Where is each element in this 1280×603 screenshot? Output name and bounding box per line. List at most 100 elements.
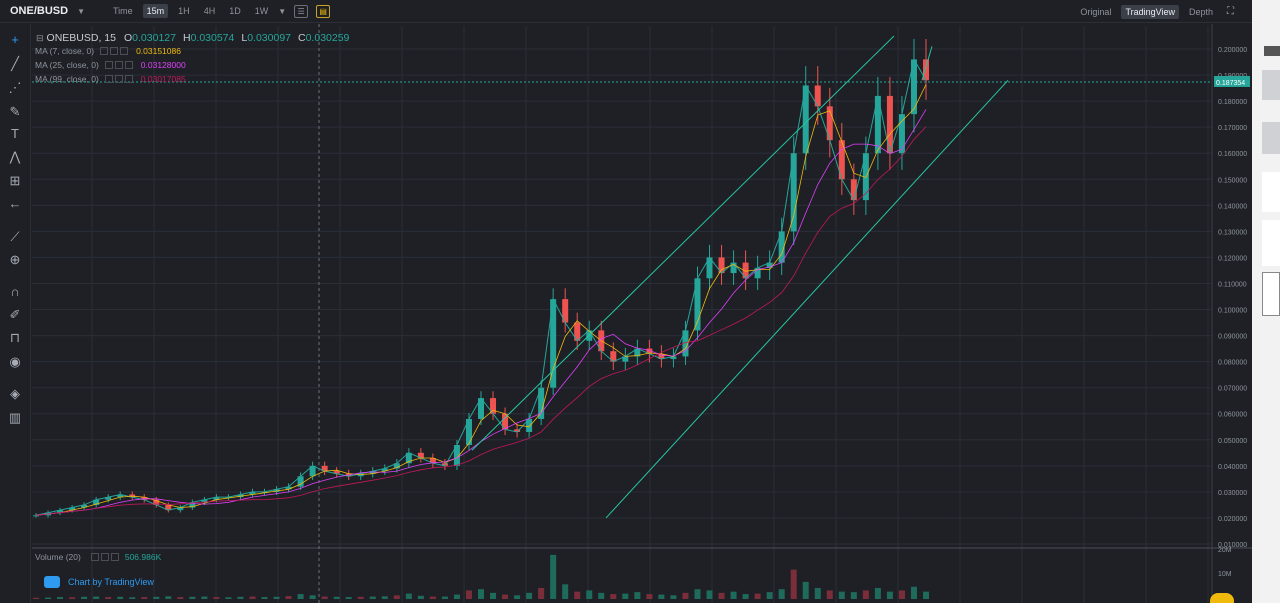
- tab-1h[interactable]: 1H: [178, 6, 190, 16]
- price-tick-label: 0.120000: [1218, 255, 1247, 262]
- price-tick-label: 0.180000: [1218, 99, 1247, 106]
- candle-body: [309, 465, 316, 477]
- pair-dropdown-icon[interactable]: ▼: [77, 6, 85, 16]
- tab-4h[interactable]: 4H: [203, 6, 216, 16]
- panel-item[interactable]: [1262, 220, 1280, 266]
- candle-body: [742, 262, 749, 279]
- volume-bar: [502, 594, 509, 599]
- tab-depth[interactable]: Depth: [1188, 6, 1213, 17]
- ma25-close-icon[interactable]: [124, 61, 133, 69]
- volume-bar: [682, 592, 689, 599]
- volume-settings-icon[interactable]: [100, 553, 109, 561]
- lock-icon[interactable]: ⊓: [9, 330, 21, 345]
- panel-thumbnail[interactable]: [1262, 272, 1280, 316]
- tab-1d[interactable]: 1D: [229, 6, 241, 16]
- volume-tick-label: 20M: [1218, 547, 1232, 554]
- tab-15m[interactable]: 15m: [142, 4, 169, 18]
- volume-tick-label: 10M: [1218, 571, 1232, 578]
- ma99-settings-icon[interactable]: [114, 75, 123, 83]
- volume-bar: [610, 594, 617, 599]
- panel-item[interactable]: [1262, 172, 1280, 212]
- timeframe-dropdown-icon[interactable]: ▼: [278, 6, 287, 16]
- candle-body: [165, 504, 172, 511]
- ma99-eye-icon[interactable]: [104, 75, 113, 83]
- eye-icon[interactable]: ◉: [9, 354, 21, 369]
- candle-body: [249, 491, 256, 495]
- price-chart[interactable]: 0.2000000.1900000.1800000.1700000.160000…: [32, 24, 1252, 603]
- ma7-close-icon[interactable]: [120, 47, 129, 55]
- tradingview-logo-icon: [44, 576, 60, 588]
- candle-body: [850, 179, 857, 201]
- prediction-icon[interactable]: ⊞: [9, 173, 21, 188]
- fullscreen-icon[interactable]: ⛶: [1227, 6, 1234, 17]
- ma7-label: MA (7, close, 0): [35, 46, 95, 56]
- ma25-value: 0.03128000: [140, 60, 186, 70]
- tab-time[interactable]: Time: [112, 6, 133, 16]
- low-label: L: [241, 32, 248, 44]
- volume-bar: [706, 590, 713, 599]
- crosshair-icon[interactable]: +: [11, 32, 19, 47]
- volume-bar: [93, 596, 100, 599]
- trendline-icon[interactable]: ╱: [11, 56, 19, 71]
- low-value: 0.030097: [247, 32, 291, 44]
- candle-body: [514, 429, 521, 432]
- pattern-icon[interactable]: ⋀: [9, 149, 21, 164]
- volume-bar: [898, 590, 905, 599]
- trash-icon[interactable]: ▥: [8, 410, 22, 425]
- tab-tradingview[interactable]: TradingView: [1121, 4, 1179, 19]
- candle-body: [201, 499, 208, 503]
- volume-bar: [658, 594, 665, 599]
- volume-bar: [670, 595, 677, 599]
- volume-bar: [814, 587, 821, 599]
- candle-body: [766, 262, 773, 268]
- ma25-eye-icon[interactable]: [104, 61, 113, 69]
- indicators-icon[interactable]: ▤: [316, 4, 331, 18]
- candle-body: [562, 299, 569, 323]
- volume-bar: [117, 596, 124, 599]
- magnet-icon[interactable]: ∩: [10, 284, 20, 299]
- ma99-close-icon[interactable]: [124, 75, 133, 83]
- text-tool-icon[interactable]: T: [11, 126, 19, 141]
- chat-button[interactable]: [1210, 593, 1234, 603]
- volume-bar: [574, 591, 581, 599]
- back-arrow-icon[interactable]: ←: [8, 196, 22, 211]
- volume-bar: [417, 595, 424, 599]
- ma7-eye-icon[interactable]: [100, 47, 109, 55]
- tradingview-credit[interactable]: Chart by TradingView: [44, 576, 154, 588]
- candle-body: [814, 85, 821, 107]
- collapse-legend-icon[interactable]: ⊟: [36, 32, 44, 43]
- candle-body: [405, 452, 412, 464]
- tab-original[interactable]: Original: [1080, 6, 1112, 17]
- candle-body: [923, 59, 929, 81]
- zoom-in-icon[interactable]: ⊕: [9, 252, 21, 267]
- ma25-settings-icon[interactable]: [114, 61, 123, 69]
- candle-body: [213, 497, 220, 500]
- ma99-line: [35, 126, 927, 516]
- volume-bar: [333, 596, 340, 599]
- lock-drawing-icon[interactable]: ✐: [9, 307, 21, 322]
- pair-title[interactable]: ONE/BUSD: [10, 5, 69, 17]
- candle-body: [622, 356, 629, 362]
- volume-eye-icon[interactable]: [90, 553, 99, 561]
- panel-item[interactable]: [1262, 70, 1280, 100]
- panel-item[interactable]: [1262, 122, 1280, 154]
- pitchfork-icon[interactable]: ⋰: [8, 80, 22, 95]
- candle-body: [502, 413, 509, 430]
- volume-bar: [441, 596, 448, 599]
- brush-icon[interactable]: ✎: [9, 104, 21, 119]
- tab-1w[interactable]: 1W: [254, 6, 269, 16]
- candle-body: [93, 499, 100, 505]
- high-label: H: [182, 32, 191, 44]
- settings-sliders-icon[interactable]: ☰: [294, 4, 309, 18]
- candle-body: [333, 471, 340, 474]
- ruler-icon[interactable]: ⟋: [10, 229, 20, 244]
- candle-body: [610, 351, 617, 362]
- home-icon[interactable]: [1264, 46, 1280, 56]
- volume-close-icon[interactable]: [110, 553, 119, 561]
- ma7-settings-icon[interactable]: [110, 47, 119, 55]
- chart-canvas[interactable]: 0.2000000.1900000.1800000.1700000.160000…: [32, 24, 1252, 603]
- price-tick-label: 0.010000: [1218, 542, 1247, 549]
- price-tick-label: 0.100000: [1218, 308, 1247, 315]
- volume-bar: [766, 592, 773, 599]
- layers-icon[interactable]: ◈: [10, 386, 20, 401]
